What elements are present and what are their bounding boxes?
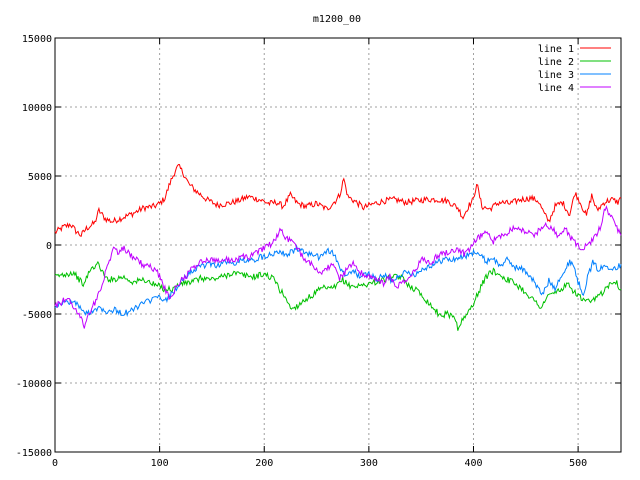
y-tick-label: -10000 (16, 379, 52, 390)
x-tick-label: 500 (569, 458, 587, 469)
legend-label-4: line 4 (538, 83, 574, 94)
y-tick-label: -15000 (16, 448, 52, 459)
x-tick-label: 200 (255, 458, 273, 469)
y-tick-label: -5000 (22, 310, 52, 321)
series-group (54, 163, 622, 331)
series-line-1 (54, 163, 622, 237)
series-line-2 (54, 260, 622, 331)
x-tick-label: 100 (151, 458, 169, 469)
x-tick-label: 300 (360, 458, 378, 469)
y-tick-label: 15000 (22, 34, 52, 45)
legend: line 1 line 2 line 3 line 4 (538, 44, 611, 94)
legend-label-2: line 2 (538, 57, 574, 68)
y-tick-label: 10000 (22, 103, 52, 114)
series-line-4 (54, 204, 622, 329)
y-tick-label: 0 (46, 241, 52, 252)
legend-label-1: line 1 (538, 44, 574, 55)
gridlines (55, 38, 621, 452)
chart-title: m1200_00 (313, 14, 361, 25)
x-tick-label: 400 (464, 458, 482, 469)
series-line-3 (54, 244, 622, 318)
y-tick-label: 5000 (28, 172, 52, 183)
x-tick-label: 0 (52, 458, 58, 469)
axis-ticks: 0 100 200 300 400 500 15000 10000 5000 0 -5000 -100… (16, 34, 621, 469)
legend-label-3: line 3 (538, 70, 574, 81)
